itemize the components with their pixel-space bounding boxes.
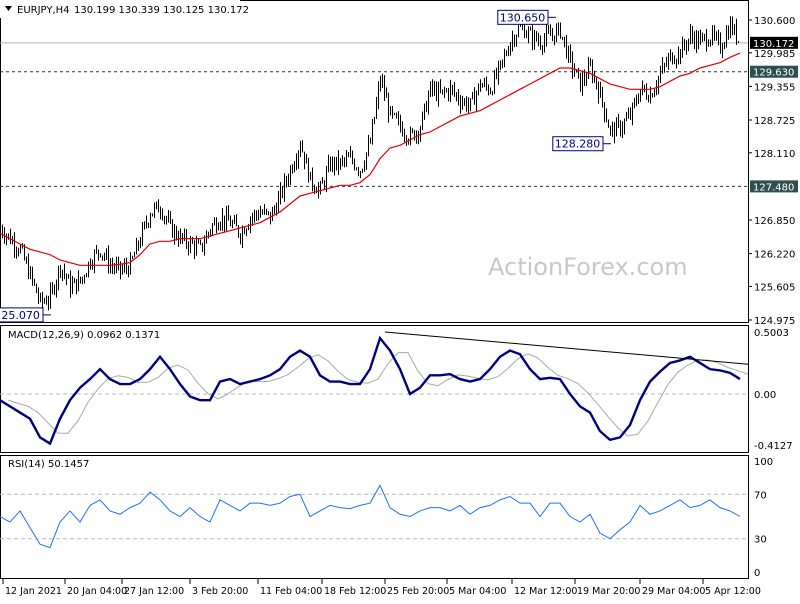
macd-title: MACD(12,26,9) 0.0962 0.1371 <box>8 330 160 341</box>
y-tick-label: 126.850 <box>754 216 795 227</box>
price-label-bg <box>750 36 798 49</box>
price-label-bg <box>750 180 798 193</box>
panel-frame <box>0 325 749 453</box>
x-tick-label: 12 Jan 2021 <box>5 586 62 597</box>
x-tick-label: 25 Feb 20:00 <box>387 586 449 597</box>
annotation-label: 130.650 <box>500 11 546 24</box>
y-tick-label: 100 <box>754 457 773 468</box>
ohlc-values: 130.199 130.339 130.125 130.172 <box>74 5 249 16</box>
header: EURJPY,H4 130.199 130.339 130.125 130.17… <box>0 0 249 18</box>
y-tick-label: 0.5003 <box>754 328 789 339</box>
annotation-box <box>0 307 44 323</box>
y-tick-label: 128.725 <box>754 116 795 127</box>
dropdown-triangle-icon[interactable] <box>5 6 12 11</box>
rsi-panel: 100 70 30 0 <box>0 455 773 579</box>
y-tick-label: 129.355 <box>754 82 795 93</box>
y-tick-label: 70 <box>754 490 767 501</box>
y-tick-label: -0.4127 <box>754 441 793 452</box>
rsi-line <box>0 484 741 549</box>
x-tick-label: 18 Feb 12:00 <box>324 586 386 597</box>
panel-frame <box>0 0 749 323</box>
price-label-bg <box>750 65 798 78</box>
y-tick-label: 126.220 <box>754 250 795 261</box>
x-tick-label: 5 Mar 04:00 <box>449 586 506 597</box>
y-tick-label: 129.985 <box>754 49 795 60</box>
annotation-box <box>552 136 604 152</box>
y-tick-label: 0 <box>754 568 760 579</box>
annotation-label: 128.280 <box>555 138 601 151</box>
macd-trendline <box>384 331 749 365</box>
sma-line <box>0 52 741 266</box>
y-tick-label: 124.975 <box>754 316 795 327</box>
y-tick-label: 30 <box>754 535 767 546</box>
y-tick-label: 0.00 <box>754 390 776 401</box>
macd-panel: 0.5003 0.00 -0.4127 <box>0 325 793 453</box>
annotation-label: 25.070 <box>1 309 40 322</box>
x-tick-label: 5 Apr 12:00 <box>705 586 761 597</box>
price-label: 127.480 <box>753 182 794 193</box>
macd-line <box>0 335 741 446</box>
x-tick-label: 29 Mar 04:00 <box>642 586 705 597</box>
header-bg <box>0 0 240 18</box>
x-tick-label: 3 Feb 20:00 <box>192 586 248 597</box>
x-tick-label: 27 Jan 12:00 <box>124 586 184 597</box>
rsi-title: RSI(14) 50.1457 <box>8 459 89 470</box>
price-panel: 130.600 129.985 129.355 128.725 128.110 126.8… <box>0 0 798 327</box>
price-label: 129.630 <box>753 68 794 79</box>
x-tick-label: 11 Feb 04:00 <box>260 586 322 597</box>
x-tick-label: 12 Mar 12:00 <box>514 586 577 597</box>
y-tick-label: 130.600 <box>754 16 795 27</box>
y-tick-label: 125.605 <box>754 282 795 293</box>
price-label: 130.172 <box>753 39 794 50</box>
annotation-box <box>497 9 549 25</box>
y-tick-label: 128.110 <box>754 149 795 160</box>
x-tick-label: 19 Mar 20:00 <box>577 586 640 597</box>
symbol-label: EURJPY,H4 <box>17 5 70 16</box>
watermark: ActionForex.com <box>488 253 688 281</box>
x-tick-label: 20 Jan 04:00 <box>67 586 127 597</box>
